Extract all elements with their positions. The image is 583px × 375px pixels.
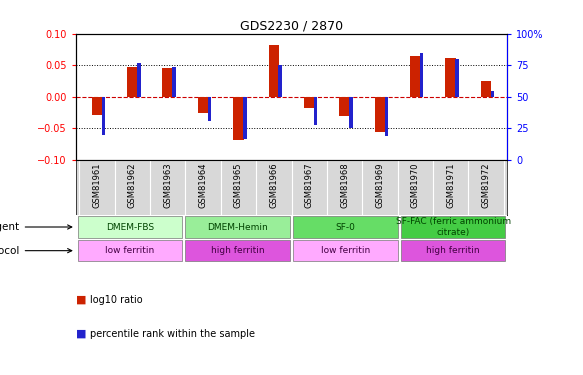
Text: percentile rank within the sample: percentile rank within the sample xyxy=(90,329,255,339)
Bar xyxy=(293,216,398,238)
Bar xyxy=(401,216,505,238)
Bar xyxy=(198,97,208,112)
Text: SF-FAC (ferric ammonium
citrate): SF-FAC (ferric ammonium citrate) xyxy=(396,217,511,237)
Bar xyxy=(410,56,420,97)
Bar xyxy=(445,58,456,97)
Text: GSM81963: GSM81963 xyxy=(163,163,172,209)
Bar xyxy=(78,216,182,238)
Text: low ferritin: low ferritin xyxy=(321,246,370,255)
Text: GSM81968: GSM81968 xyxy=(340,163,349,209)
Text: DMEM-FBS: DMEM-FBS xyxy=(106,222,154,231)
Bar xyxy=(279,65,282,97)
Text: GSM81971: GSM81971 xyxy=(446,163,455,208)
Bar xyxy=(375,97,385,132)
Text: high ferritin: high ferritin xyxy=(211,246,264,255)
Text: GSM81969: GSM81969 xyxy=(375,163,384,208)
Bar xyxy=(243,97,247,138)
Text: GSM81970: GSM81970 xyxy=(411,163,420,208)
Bar xyxy=(173,67,176,97)
Title: GDS2230 / 2870: GDS2230 / 2870 xyxy=(240,20,343,33)
Text: GSM81972: GSM81972 xyxy=(482,163,490,208)
Bar xyxy=(78,240,182,261)
Bar xyxy=(185,240,290,261)
Text: GSM81965: GSM81965 xyxy=(234,163,243,208)
Bar xyxy=(269,45,279,97)
Bar xyxy=(314,97,317,124)
Text: SF-0: SF-0 xyxy=(335,222,356,231)
Bar xyxy=(127,67,138,97)
Text: GSM81962: GSM81962 xyxy=(128,163,137,208)
Text: GSM81967: GSM81967 xyxy=(305,163,314,209)
Bar xyxy=(420,53,423,97)
Text: GSM81961: GSM81961 xyxy=(93,163,101,208)
Bar xyxy=(137,63,141,97)
Text: GSM81964: GSM81964 xyxy=(199,163,208,208)
Bar xyxy=(349,97,353,128)
Bar xyxy=(455,59,459,97)
Bar xyxy=(401,240,505,261)
Bar xyxy=(339,97,350,116)
Bar xyxy=(185,216,290,238)
Bar xyxy=(293,240,398,261)
Text: low ferritin: low ferritin xyxy=(105,246,154,255)
Bar xyxy=(208,97,211,121)
Bar xyxy=(490,90,494,97)
Text: GSM81966: GSM81966 xyxy=(269,163,278,209)
Bar xyxy=(481,81,491,97)
Text: growth protocol: growth protocol xyxy=(0,246,72,256)
Bar xyxy=(163,68,173,97)
Bar xyxy=(385,97,388,136)
Bar xyxy=(92,97,102,114)
Bar xyxy=(101,97,105,135)
Text: ■: ■ xyxy=(76,295,86,305)
Bar xyxy=(304,97,314,108)
Text: agent: agent xyxy=(0,222,72,232)
Text: log10 ratio: log10 ratio xyxy=(90,295,143,305)
Bar xyxy=(233,97,244,140)
Text: ■: ■ xyxy=(76,329,86,339)
Text: DMEM-Hemin: DMEM-Hemin xyxy=(207,222,268,231)
Text: high ferritin: high ferritin xyxy=(427,246,480,255)
